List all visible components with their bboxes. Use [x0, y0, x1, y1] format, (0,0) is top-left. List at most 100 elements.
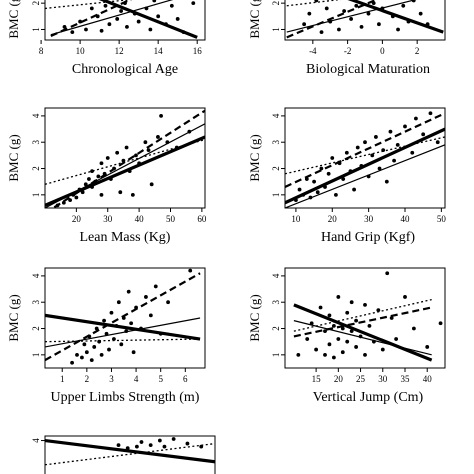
y-axis-title: BMC (g) [247, 0, 262, 39]
data-point [103, 3, 108, 8]
x-tick-label: 12 [115, 46, 124, 56]
data-point [148, 27, 153, 32]
data-point [99, 352, 104, 357]
data-point [324, 6, 329, 11]
points-group [293, 271, 443, 362]
data-point [139, 440, 144, 444]
data-point [428, 111, 433, 116]
data-point [80, 355, 84, 360]
data-point [331, 323, 336, 328]
data-point [330, 156, 335, 160]
data-point [323, 352, 327, 357]
data-point [185, 441, 190, 446]
data-point [410, 150, 415, 155]
data-point [134, 153, 138, 158]
y-tick-label: 3 [271, 139, 281, 144]
data-point [143, 140, 148, 145]
data-point [297, 187, 302, 192]
x-tick-label: 6 [183, 374, 188, 384]
data-point [323, 329, 327, 334]
data-point [144, 295, 148, 299]
data-point [119, 342, 124, 347]
data-point [345, 310, 350, 315]
y-tick-label: 2 [31, 1, 41, 6]
plot-frame [284, 0, 446, 41]
fit-line-dashed [51, 109, 205, 208]
data-point [349, 329, 354, 334]
data-point [327, 313, 332, 318]
x-tick-label: 30 [378, 374, 388, 384]
data-point [380, 347, 385, 352]
data-point [99, 28, 104, 33]
panel-4: 10 20 30 40 50 1 2 3 4 Hand Grip (Kgf) BMC (g) [247, 107, 447, 245]
y-tick-label: 2 [31, 166, 41, 171]
data-point [153, 284, 158, 289]
fit-line-bold [285, 127, 445, 205]
x-tick-label: -2 [344, 46, 352, 56]
data-point [89, 6, 94, 11]
fit-line-bold [347, 0, 444, 34]
x-tick-label: 50 [437, 214, 447, 224]
data-point [84, 27, 88, 32]
y-tick-label: 4 [31, 113, 41, 118]
data-point [367, 323, 372, 328]
data-point [68, 198, 72, 203]
data-point [156, 14, 161, 19]
data-point [315, 190, 320, 195]
data-point [129, 321, 134, 326]
data-point [396, 27, 400, 32]
y-tick-label: 2 [271, 166, 281, 171]
data-point [131, 350, 136, 355]
x-tick-label: -4 [309, 46, 317, 56]
x-axis-title: Biological Maturation [306, 62, 430, 77]
data-point [418, 11, 423, 16]
data-point [148, 443, 153, 447]
data-point [115, 150, 120, 155]
x-tick-label: 35 [401, 374, 411, 384]
data-point [344, 150, 349, 155]
data-point [345, 339, 350, 344]
data-point [425, 345, 430, 349]
points-group [45, 437, 215, 466]
fit-line-dotted [45, 138, 205, 185]
x-tick-label: 40 [423, 374, 433, 384]
data-point [125, 446, 130, 451]
fit-line-dotted [285, 136, 445, 175]
y-tick-label: 2 [271, 326, 281, 331]
fit-line-bold [98, 0, 198, 39]
panel-2: -4 -2 0 2 1 2 Biological Maturation BMC (g) [247, 0, 446, 77]
x-tick-label: 2 [415, 46, 420, 56]
y-tick-label: 1 [271, 353, 281, 358]
x-tick-label: 20 [334, 374, 344, 384]
data-point [384, 179, 389, 184]
y-tick-label: 4 [31, 273, 41, 278]
x-tick-label: 30 [364, 214, 374, 224]
data-point [75, 352, 79, 357]
data-point [102, 318, 106, 323]
data-point [376, 308, 381, 313]
data-point [87, 177, 91, 181]
data-point [355, 145, 360, 150]
x-axis-title: Chronological Age [72, 62, 178, 77]
data-point [105, 156, 110, 160]
fit-line-dashed [285, 112, 445, 188]
fit-line-dashed [286, 0, 379, 39]
points-group [45, 109, 205, 208]
data-point [109, 310, 114, 315]
x-tick-label: 15 [312, 374, 322, 384]
plot-frame [44, 267, 206, 369]
data-point [354, 318, 359, 323]
y-tick-label: 3 [271, 299, 281, 304]
fit-line-dashed [50, 0, 133, 38]
data-point [134, 444, 139, 449]
data-point [342, 9, 347, 13]
data-point [392, 158, 396, 163]
data-point [374, 135, 378, 139]
data-point [92, 345, 97, 349]
data-point [403, 124, 407, 129]
x-tick-label: 5 [158, 374, 163, 384]
data-point [126, 289, 131, 294]
plot-frame [44, 0, 206, 41]
data-point [70, 30, 75, 35]
data-point [125, 24, 129, 29]
